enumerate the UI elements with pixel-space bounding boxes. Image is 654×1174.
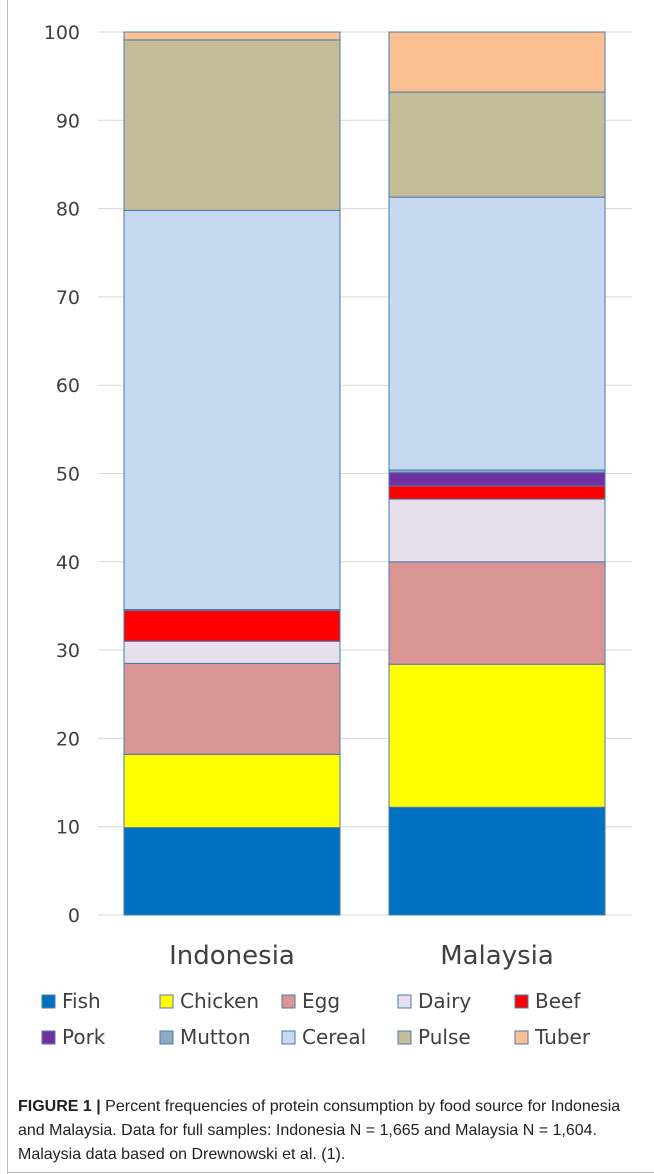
y-tick-label: 60 <box>56 375 80 397</box>
bar-segment-tuber-malaysia <box>388 31 606 93</box>
legend-label-cereal: Cereal <box>302 1025 366 1049</box>
legend-item-egg: Egg <box>281 989 340 1013</box>
legend-label-pork: Pork <box>62 1025 106 1049</box>
frame-left-border <box>7 0 8 1174</box>
legend-label-chicken: Chicken <box>180 989 259 1013</box>
legend-swatch-pork <box>41 1030 56 1045</box>
legend-label-beef: Beef <box>535 989 581 1013</box>
x-tick-label-malaysia: Malaysia <box>440 941 554 971</box>
caption-text: Percent frequencies of protein consumpti… <box>18 1098 621 1163</box>
bar-segment-pulse-indonesia <box>123 39 341 211</box>
legend-swatch-beef <box>514 994 529 1009</box>
legend-item-beef: Beef <box>514 989 581 1013</box>
legend-item-tuber: Tuber <box>514 1025 591 1049</box>
legend-label-egg: Egg <box>302 989 340 1013</box>
legend-swatch-mutton <box>159 1030 174 1045</box>
y-tick-label: 40 <box>56 552 80 574</box>
y-tick-label: 100 <box>44 22 80 44</box>
bar-segment-beef-malaysia <box>388 485 606 500</box>
bar-segment-fish-malaysia <box>388 806 606 916</box>
caption-label: FIGURE 1 | <box>18 1098 101 1115</box>
legend-label-fish: Fish <box>62 989 101 1013</box>
x-axis-ticks: Indonesia Malaysia <box>169 941 554 971</box>
legend-swatch-fish <box>41 994 56 1009</box>
bar-segment-egg-malaysia <box>388 561 606 665</box>
legend-label-pulse: Pulse <box>418 1025 471 1049</box>
bar-segment-egg-indonesia <box>123 662 341 755</box>
legend-item-pulse: Pulse <box>397 1025 471 1049</box>
y-axis-ticks: 0 10 20 30 40 50 60 70 80 90 100 <box>44 22 80 927</box>
stacked-bar-chart: 0 10 20 30 40 50 60 70 80 90 100 Indonesia Malaysia… <box>41 22 632 1049</box>
y-tick-label: 70 <box>56 287 80 309</box>
bar-segment-fish-indonesia <box>123 827 341 916</box>
y-tick-label: 80 <box>56 199 80 221</box>
bar-segment-chicken-indonesia <box>123 753 341 829</box>
legend: Fish Chicken Egg Dairy Beef Pork Mutton Cereal P… <box>41 989 591 1049</box>
bar-segment-tuber-indonesia <box>123 31 341 41</box>
bar-segment-cereal-indonesia <box>123 209 341 610</box>
bar-segment-cereal-malaysia <box>388 196 606 471</box>
bars <box>123 31 606 916</box>
x-tick-label-indonesia: Indonesia <box>169 941 295 971</box>
bar-segment-chicken-malaysia <box>388 663 606 808</box>
y-tick-label: 0 <box>68 905 80 927</box>
legend-item-chicken: Chicken <box>159 989 259 1013</box>
bar-segment-pork-malaysia <box>388 472 606 487</box>
bar-segment-beef-indonesia <box>123 609 341 642</box>
legend-swatch-pulse <box>397 1030 412 1045</box>
y-tick-label: 20 <box>56 728 80 750</box>
legend-swatch-dairy <box>397 994 412 1009</box>
legend-item-dairy: Dairy <box>397 989 471 1013</box>
legend-item-mutton: Mutton <box>159 1025 251 1049</box>
legend-swatch-egg <box>281 994 296 1009</box>
legend-label-mutton: Mutton <box>180 1025 251 1049</box>
legend-item-cereal: Cereal <box>281 1025 366 1049</box>
y-tick-label: 10 <box>56 817 80 839</box>
legend-label-dairy: Dairy <box>418 989 471 1013</box>
frame-bottom-border <box>7 1172 654 1173</box>
legend-swatch-cereal <box>281 1030 296 1045</box>
bar-segment-dairy-malaysia <box>388 498 606 563</box>
y-tick-label: 30 <box>56 640 80 662</box>
legend-item-fish: Fish <box>41 989 101 1013</box>
legend-swatch-tuber <box>514 1030 529 1045</box>
bar-segment-dairy-indonesia <box>123 640 341 664</box>
y-tick-label: 90 <box>56 110 80 132</box>
figure-caption: FIGURE 1 | Percent frequencies of protei… <box>18 1095 643 1167</box>
y-tick-label: 50 <box>56 464 80 486</box>
legend-item-pork: Pork <box>41 1025 106 1049</box>
bar-segment-pulse-malaysia <box>388 91 606 198</box>
legend-swatch-chicken <box>159 994 174 1009</box>
legend-label-tuber: Tuber <box>534 1025 591 1049</box>
